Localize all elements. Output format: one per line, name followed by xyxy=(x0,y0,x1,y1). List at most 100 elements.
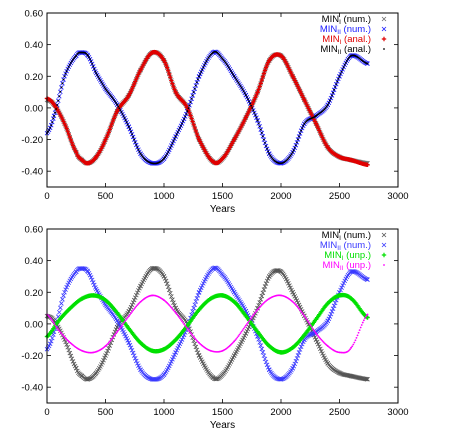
series-4-point xyxy=(258,306,261,309)
series-2-point xyxy=(295,353,301,358)
series-4-point xyxy=(331,94,333,97)
series-2-point xyxy=(332,300,338,306)
legend-label-main: MIN xyxy=(320,44,338,55)
series-3-point xyxy=(71,145,77,151)
series-3-point xyxy=(319,132,324,138)
legend-marker-4 xyxy=(383,264,385,266)
series-3-point xyxy=(256,87,261,92)
series-2-point xyxy=(294,356,300,361)
series-4-point xyxy=(296,305,298,308)
series-4-point xyxy=(247,321,249,324)
series-4-point xyxy=(343,63,346,66)
series-2-point xyxy=(260,350,266,355)
series-2-point xyxy=(133,358,139,364)
series-4-point xyxy=(126,123,129,126)
series-4-point xyxy=(287,157,290,160)
series-4-point xyxy=(188,104,191,107)
series-4-point xyxy=(248,100,250,103)
series-4-point xyxy=(127,125,130,128)
series-4-point xyxy=(139,152,142,155)
series-4-point xyxy=(255,310,258,312)
y-tick-label: 0.60 xyxy=(25,9,44,20)
series-4-point xyxy=(190,333,193,336)
series-2-point xyxy=(327,314,333,319)
series-4-point xyxy=(131,133,133,136)
series-2-point xyxy=(196,289,202,295)
series-4-point xyxy=(185,326,188,329)
series-4-point xyxy=(123,117,126,119)
series-3-point xyxy=(195,134,201,139)
legend-label-3: MINI (unp.) xyxy=(324,250,371,262)
series-4-point xyxy=(66,67,69,70)
legend-marker-3 xyxy=(381,36,387,42)
series-4-point xyxy=(308,322,311,325)
series-4-point xyxy=(237,335,240,337)
series-4-point xyxy=(254,114,257,117)
series-4-point xyxy=(226,64,229,67)
x-tick-label: 1000 xyxy=(153,407,174,418)
series-3-point xyxy=(60,116,65,122)
series-4-point xyxy=(180,124,182,127)
series-4-point xyxy=(164,156,166,159)
series-2-point xyxy=(62,289,67,295)
series-4-point xyxy=(235,337,238,340)
series-4-point xyxy=(124,119,127,122)
series-4-point xyxy=(332,91,334,94)
legend-marker-2 xyxy=(381,26,387,32)
series-4-point xyxy=(189,331,192,334)
x-tick-label: 0 xyxy=(44,191,49,202)
series-3-point xyxy=(188,113,193,118)
series-4-point xyxy=(53,114,55,117)
series-4-point xyxy=(345,59,348,62)
series-4-point xyxy=(166,152,169,155)
series-4-point xyxy=(298,307,300,310)
series-4-point xyxy=(296,141,298,144)
series-1-point xyxy=(164,281,170,286)
series-3-point xyxy=(320,135,325,140)
series-4-point xyxy=(325,105,328,108)
series-1-point xyxy=(136,288,141,293)
series-1-point xyxy=(169,294,174,299)
series-4-point xyxy=(103,86,106,89)
series-4-point xyxy=(130,130,132,133)
series-4-point xyxy=(220,56,223,59)
series-4-point xyxy=(315,332,317,335)
series-4-point xyxy=(184,115,187,118)
series-1-point xyxy=(131,297,137,303)
x-tick-label: 2000 xyxy=(270,191,291,202)
series-1-point xyxy=(194,347,200,353)
series-3-point xyxy=(252,97,257,102)
series-4-point xyxy=(245,324,247,327)
series-3-point xyxy=(167,71,172,77)
series-4-point xyxy=(234,76,237,79)
series-4-point xyxy=(175,133,178,136)
series-4-point xyxy=(173,137,176,140)
series-4-point xyxy=(68,63,71,66)
series-3-point xyxy=(191,122,196,127)
series-4-point xyxy=(176,131,179,134)
series-4-point xyxy=(71,60,73,63)
series-3-point xyxy=(111,116,117,121)
series-1-point xyxy=(104,351,109,356)
series-2-point xyxy=(326,316,332,322)
series-4-point xyxy=(180,318,182,321)
series-4-point xyxy=(48,129,51,131)
series-4-point xyxy=(235,78,238,81)
y-tick-label: 0.00 xyxy=(25,319,44,330)
series-4-point xyxy=(249,318,252,321)
series-4-point xyxy=(240,86,243,89)
series-1-point xyxy=(170,297,175,302)
series-2-point xyxy=(90,280,96,285)
legend-label-2: MINII (num.) xyxy=(320,24,371,36)
legend-marker-4 xyxy=(383,48,385,50)
series-4-point xyxy=(320,338,323,341)
series-4-point xyxy=(314,330,316,333)
series-2-point xyxy=(261,353,267,358)
legend-marker-3 xyxy=(381,252,387,258)
series-3-point xyxy=(162,60,168,65)
series-4-point xyxy=(183,118,186,120)
legend-label-tail: (unp.) xyxy=(344,260,371,271)
series-1-point xyxy=(65,344,70,350)
series-1-point xyxy=(135,290,140,296)
series-4-point xyxy=(174,135,177,138)
